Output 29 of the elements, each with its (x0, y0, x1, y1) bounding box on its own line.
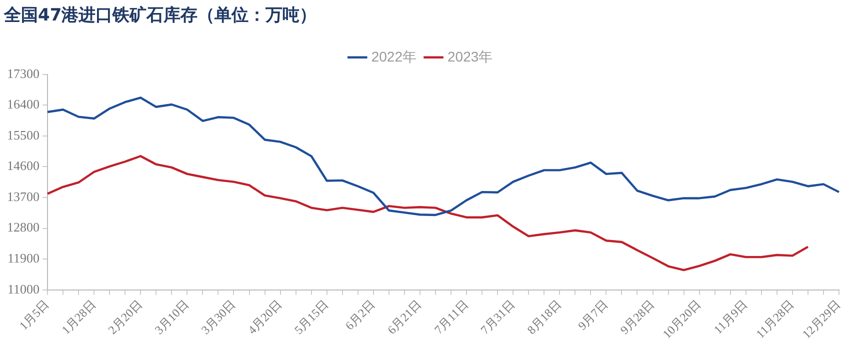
x-tick-label: 2月20日 (105, 297, 145, 338)
y-tick-label: 13700 (7, 188, 40, 204)
y-tick-label: 11000 (7, 281, 40, 296)
y-tick-label: 15500 (7, 127, 40, 142)
legend-label: 2022年 (371, 48, 417, 64)
x-tick-label: 4月20日 (245, 297, 285, 338)
y-tick-label: 14600 (7, 158, 40, 174)
x-tick-label: 5月15日 (292, 297, 332, 338)
x-tick-label: 11月9日 (710, 297, 750, 337)
x-tick-label: 10月20日 (660, 297, 704, 342)
x-tick-label: 3月10日 (152, 297, 192, 338)
x-tick-label: 6月21日 (384, 297, 424, 338)
x-tick-label: 9月28日 (618, 297, 658, 338)
x-tick-label: 11月28日 (753, 297, 797, 341)
y-tick-label: 17300 (7, 66, 40, 81)
x-tick-label: 6月2日 (342, 297, 378, 333)
x-tick-label: 7月11日 (432, 297, 471, 337)
x-tick-label: 1月5日 (16, 297, 52, 333)
x-tick-label: 7月31日 (478, 297, 518, 338)
legend-label: 2023年 (448, 48, 493, 64)
x-tick-label: 12月29日 (800, 297, 844, 342)
y-tick-label: 16400 (7, 96, 40, 112)
y-tick-label: 12800 (7, 220, 40, 235)
chart-title: 全国47港进口铁矿石库存（单位：万吨） (3, 6, 317, 26)
x-tick-label: 8月18日 (524, 297, 564, 338)
x-tick-label: 1月28日 (58, 297, 98, 338)
x-tick-label: 3月30日 (198, 297, 238, 338)
x-tick-label: 9月7日 (575, 297, 611, 333)
y-tick-label: 11900 (7, 250, 40, 266)
